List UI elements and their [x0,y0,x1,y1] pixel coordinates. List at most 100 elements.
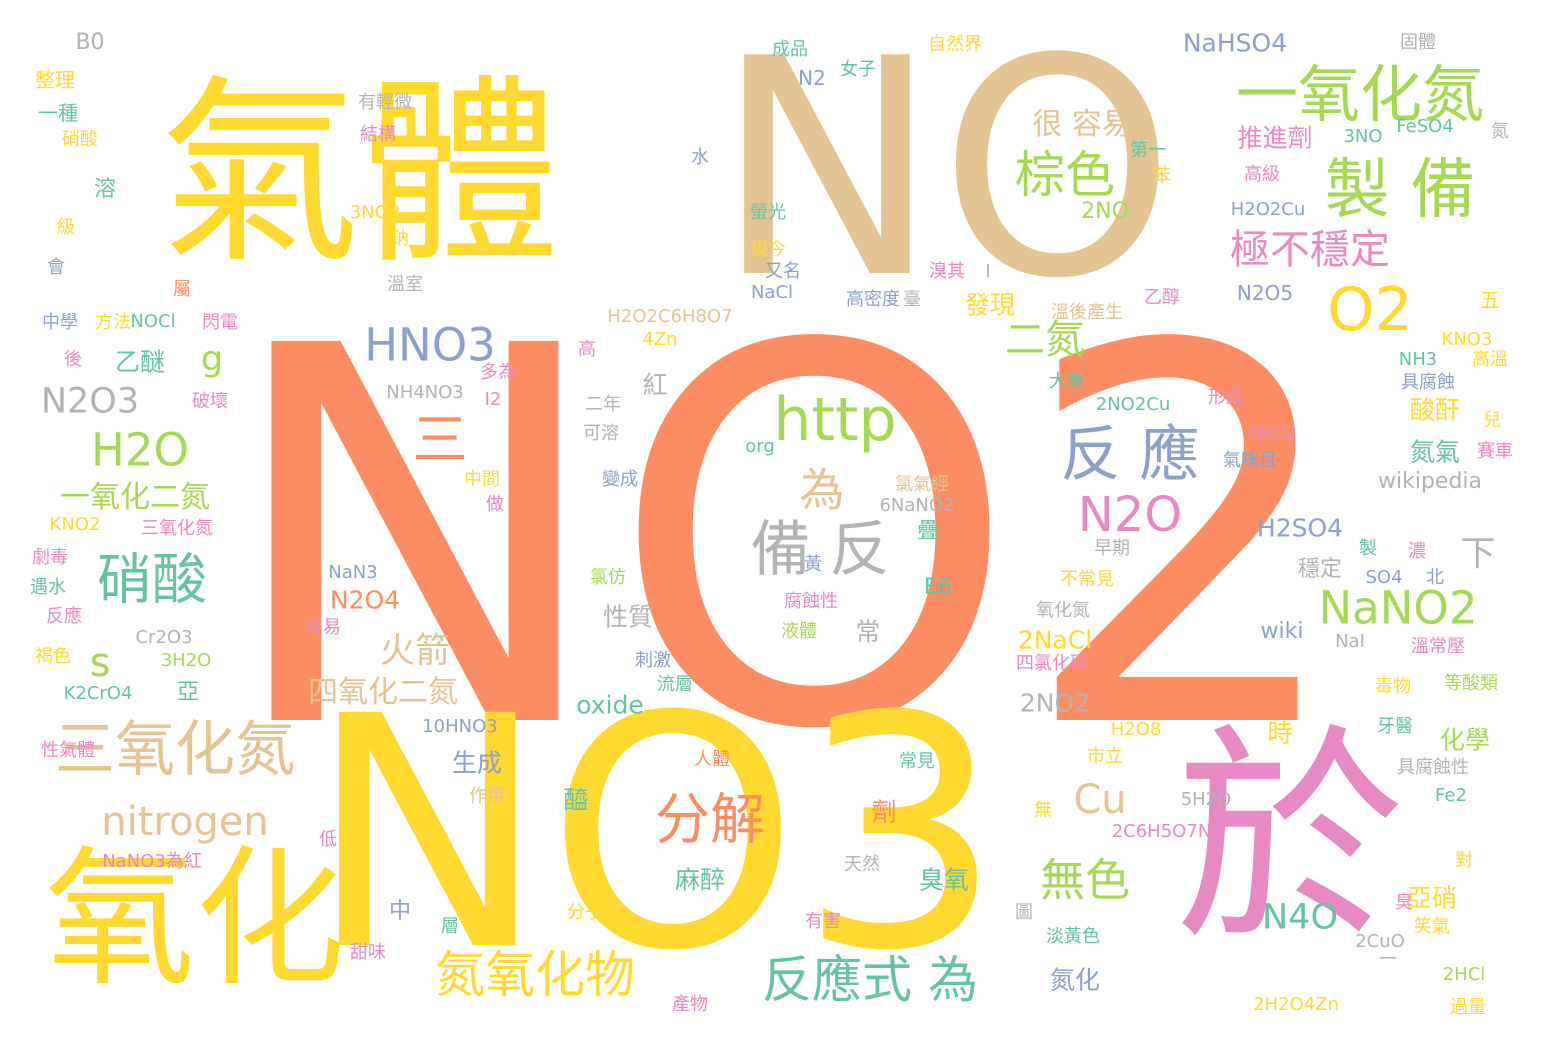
word-124: 形成 [1208,387,1244,408]
word-193: 一 [1379,949,1397,970]
word-33: 氮氧化物 [435,946,635,1004]
word-140: 劇毒 [32,547,68,568]
word-2nacl: 2NaCl [1017,625,1093,655]
word-97: 又名 [765,261,801,282]
word-159: 溫常壓 [1411,636,1465,657]
word-142: 反應 [46,606,82,627]
word-64: 中 [388,899,412,924]
word-nacl: NaCl [750,282,794,303]
word-82: 自然界 [928,34,982,55]
word-2no2: 2NO2 [1019,688,1091,718]
word-90: 高級 [1244,164,1280,185]
word-182: 天然 [844,854,880,875]
word-n2o3: N2O3 [40,381,140,422]
word-157: 四氯化碳 [1016,653,1088,674]
word-5h2o: 5H2O [1180,789,1232,810]
word-h2o2c6h8o7: H2O2C6H8O7 [607,306,733,327]
word-6: 一氧化氮 [1235,58,1485,131]
word-cu: Cu [1073,777,1127,823]
word-4zn: 4Zn [642,329,678,350]
word-so4: SO4 [1365,567,1403,588]
word-7: 製 備 [1324,152,1476,228]
word-131: 氣味且 [1223,450,1277,471]
word-10hno3: 10HNO3 [422,716,498,737]
word-83: 固體 [1400,32,1436,53]
word-126: 二年 [585,394,621,415]
word-66: 穩定 [1297,557,1343,582]
word-94: 鈉 [391,228,409,249]
word-59: 麻醉 [674,865,726,895]
word-2h2o4zn: 2H2O4Zn [1253,994,1339,1015]
word-183: 對 [1455,850,1473,871]
word-79: 成品 [772,39,808,60]
word-103: 乙醇 [1144,287,1180,308]
word-186: 臭 [1395,892,1413,913]
word-2no2cu: 2NO2Cu [1095,394,1171,415]
word-wiki: wiki [1260,619,1304,644]
word-53: 乙醚 [114,347,166,377]
word-117: 後 [64,349,82,370]
word-68: 醯 [563,785,589,815]
word-60: 氮化 [1049,965,1101,995]
word-nano3: NaNO3為紅 [102,851,202,872]
word-175: 作用 [469,786,505,807]
word-3: 氣體 [159,58,561,291]
word-69: 劑 [871,797,897,827]
word-50: 化學 [1439,725,1491,755]
word-6nano2: 6NaNO2 [879,495,955,516]
word-12: 反 應 [1060,420,1200,490]
word-n2o4: N2O4 [329,585,401,615]
word-151: 北 [1426,567,1444,588]
word-3h2o: 3H2O [160,650,212,671]
word-189: 層 [441,916,459,937]
word-fe2: Fe2 [1435,785,1467,806]
word-153: 容易 [305,617,341,638]
word-61: 性質 [602,602,654,632]
word-74: 溶 [93,177,117,202]
word-149: 不常見 [1060,569,1114,590]
word-n2o: N2O [1077,487,1183,543]
word-h2so4: H2SO4 [1256,513,1344,543]
word-oxide: oxide [576,690,644,720]
word-nh3: NH3 [1398,349,1438,370]
word-h2o2cu: H2O2Cu [1230,199,1306,220]
word-176: 無 [1034,800,1052,821]
word-146: 早期 [1094,538,1130,559]
word-51: 時 [1267,718,1293,748]
word-nan3: NaN3 [328,562,378,583]
word-hno3: HNO3 [364,318,496,372]
word-185: 圖 [1015,902,1033,923]
word-i2: I2 [484,389,502,410]
word-173: 市立 [1087,746,1123,767]
word-141: 遇水 [30,577,66,598]
word-134: 中間 [464,469,500,490]
word-63: 亞 [176,680,200,705]
word-e6: E6 [924,575,952,600]
word-2hcl: 2HCl [1442,964,1486,985]
word-73: 硝酸 [62,129,98,150]
word-99: 臺 [903,289,921,310]
word-38: 推進劑 [1237,123,1313,153]
word-190: 淡黃色 [1046,926,1100,947]
word-2cuo: 2CuO [1355,931,1405,952]
word-i: I [985,261,991,282]
word-20: 硝酸 [96,547,208,612]
word-kno2: KNO2 [49,514,101,535]
word-89: 苯 [1153,166,1171,187]
word-174: 具腐蝕性 [1397,757,1469,778]
word-no2: NO2 [220,237,1350,843]
word-93: 螢光 [750,202,786,223]
word-nitrogen: nitrogen [101,799,269,845]
word-65: 紅 [642,370,668,400]
word-26: 三氧化氮 [55,715,295,785]
word-3no2: 3NO2 [349,202,401,223]
word-5: 氧化 [44,833,346,1007]
word-feso4: FeSO4 [1396,116,1454,137]
word-111: 方法 [95,312,131,333]
word-156: 氧化氮 [1036,600,1090,621]
word-197: 過量 [1450,997,1486,1018]
word-h2o: H2O [91,423,189,477]
word-44: 下 [1460,534,1496,575]
word-136: 氯氣經 [895,474,949,495]
word-71: 整理 [35,68,75,92]
